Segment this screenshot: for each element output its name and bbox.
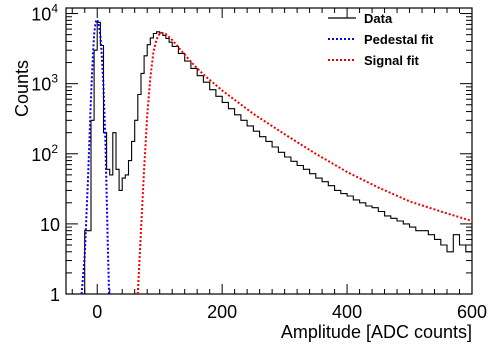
- y-tick-base: 10: [31, 5, 51, 25]
- y-tick-label: 103: [31, 72, 58, 95]
- y-tick-base: 10: [31, 145, 51, 165]
- y-tick-label: 10: [40, 215, 60, 235]
- axis-ticks: [66, 8, 473, 295]
- y-tick-base: 10: [40, 215, 60, 235]
- legend-label-signal: Signal fit: [364, 53, 420, 68]
- y-tick-base: 1: [50, 285, 60, 305]
- y-tick-exponent: 4: [51, 2, 58, 16]
- y-axis-title: Counts: [12, 60, 32, 117]
- y-tick-exponent: 2: [51, 142, 58, 156]
- legend-label-pedestal: Pedestal fit: [364, 32, 434, 47]
- pedestal-fit-curve: [80, 18, 111, 295]
- y-tick-label: 104: [31, 2, 58, 25]
- x-tick-label: 400: [332, 302, 362, 322]
- series-layer: [78, 18, 473, 295]
- x-tick-label: 0: [92, 302, 102, 322]
- legend: Data Pedestal fit Signal fit: [328, 11, 434, 68]
- plot-frame: [65, 7, 473, 295]
- legend-label-data: Data: [364, 11, 393, 26]
- x-tick-label: 600: [457, 302, 487, 322]
- y-tick-base: 10: [31, 75, 51, 95]
- signal-fit-curve: [136, 31, 473, 295]
- y-tick-label: 1: [50, 285, 60, 305]
- y-tick-exponent: 3: [51, 72, 58, 86]
- y-tick-label: 102: [31, 142, 58, 165]
- x-axis-title: Amplitude [ADC counts]: [281, 322, 472, 342]
- data-histogram: [78, 21, 472, 295]
- x-tick-label: 200: [207, 302, 237, 322]
